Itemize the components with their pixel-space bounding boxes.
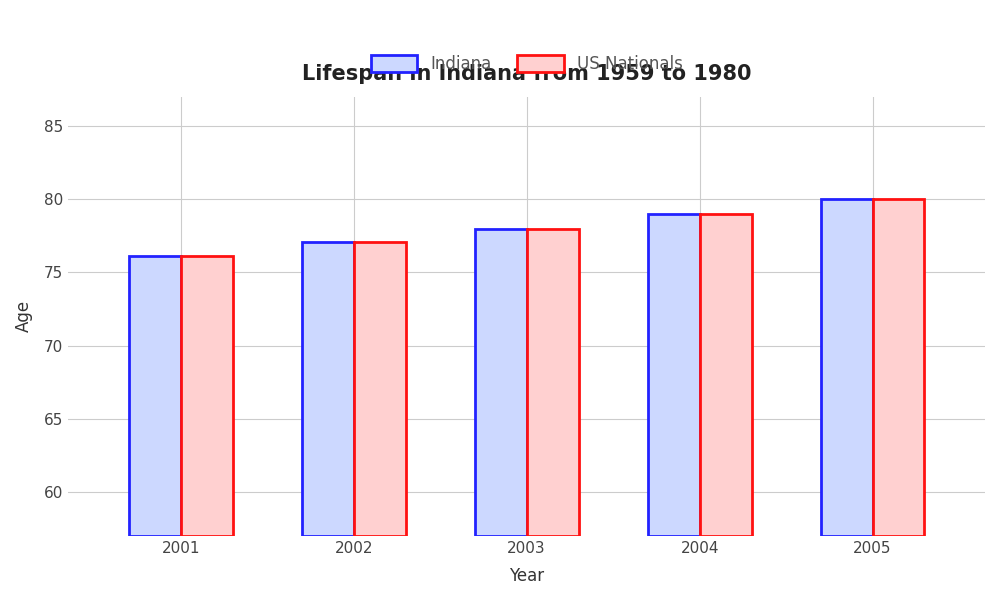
Bar	[181, 256, 233, 536]
X-axis label: Year: Year	[509, 567, 544, 585]
Bar	[302, 242, 354, 536]
Bar	[354, 242, 406, 536]
Bar	[873, 199, 924, 536]
Bar	[648, 214, 700, 536]
Bar	[129, 256, 181, 536]
Bar	[821, 199, 873, 536]
Legend: Indiana, US Nationals: Indiana, US Nationals	[364, 48, 689, 79]
Title: Lifespan in Indiana from 1959 to 1980: Lifespan in Indiana from 1959 to 1980	[302, 64, 751, 84]
Y-axis label: Age: Age	[15, 301, 33, 332]
Bar	[527, 229, 579, 536]
Bar	[700, 214, 752, 536]
Bar	[475, 229, 527, 536]
